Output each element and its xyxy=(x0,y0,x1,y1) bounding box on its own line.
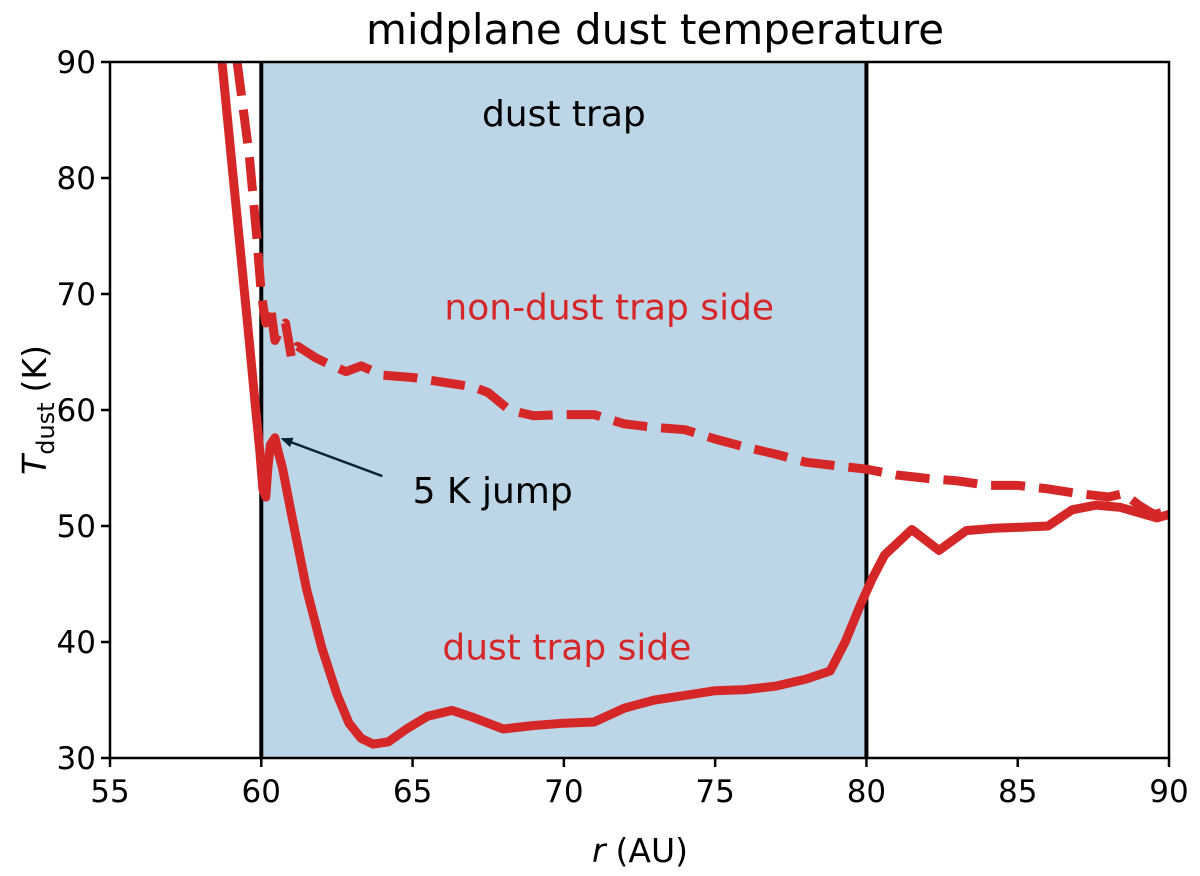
y-tick-label: 80 xyxy=(57,161,96,197)
annotation-arrow xyxy=(280,437,383,478)
dust-trap-region xyxy=(261,62,867,758)
x-tick-label: 75 xyxy=(695,774,734,810)
x-tick-label: 70 xyxy=(544,774,583,810)
series-line-dust-trap-side xyxy=(217,62,1169,749)
y-tick-label: 60 xyxy=(57,393,96,429)
y-axis-symbol: T xyxy=(15,452,54,475)
x-tick-label: 80 xyxy=(847,774,886,810)
x-axis-label: r (AU) xyxy=(592,831,688,870)
x-ticks: 55 60 65 70 75 80 85 90 xyxy=(90,758,1189,810)
annotation-label: dust trap xyxy=(482,94,646,135)
y-axis-subscript: dust xyxy=(32,402,60,454)
x-tick-label: 60 xyxy=(242,774,281,810)
x-tick-label: 90 xyxy=(1149,774,1188,810)
y-ticks: 30 40 50 60 70 80 90 xyxy=(57,45,110,777)
annotation-label: 5 K jump xyxy=(413,471,573,512)
series-line-non-dust-trap-side xyxy=(232,62,1169,519)
annotation-layer: dust trap non-dust trap side dust trap sid… xyxy=(280,94,774,668)
x-tick-label: 65 xyxy=(393,774,432,810)
x-tick-label: 55 xyxy=(90,774,129,810)
chart-title: midplane dust temperature xyxy=(366,5,944,54)
y-tick-label: 40 xyxy=(57,625,96,661)
x-tick-label: 85 xyxy=(998,774,1037,810)
x-axis-unit: (AU) xyxy=(616,831,688,870)
shaded-region-layer xyxy=(261,62,867,758)
annotation-label: non-dust trap side xyxy=(444,288,774,329)
y-tick-label: 50 xyxy=(57,509,96,545)
x-axis-symbol: r xyxy=(592,831,608,870)
y-tick-label: 30 xyxy=(57,741,96,777)
y-axis-label: Tdust (K) xyxy=(15,345,60,475)
y-axis-unit: (K) xyxy=(15,345,54,392)
series-layer xyxy=(217,62,1169,749)
y-tick-label: 70 xyxy=(57,277,96,313)
annotation-label: dust trap side xyxy=(442,627,691,668)
y-tick-label: 90 xyxy=(57,45,96,81)
vline-layer xyxy=(259,62,869,758)
